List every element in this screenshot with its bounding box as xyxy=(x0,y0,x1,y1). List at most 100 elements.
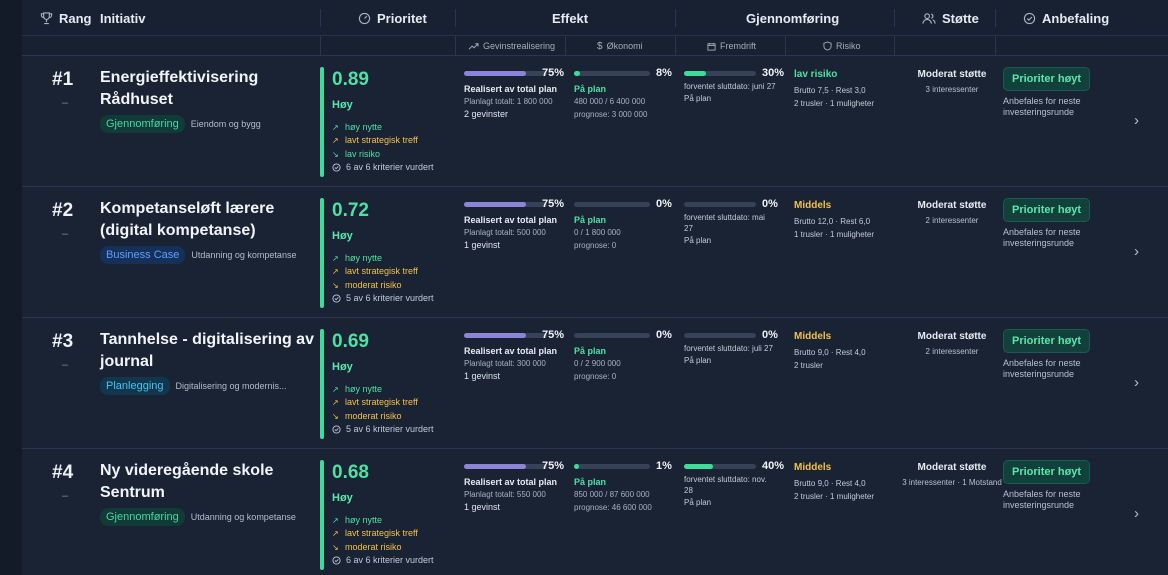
okonomi-progress-fill xyxy=(574,464,579,469)
okonomi-percent: 8% xyxy=(656,67,672,79)
category-label: Utdanning og kompetanse xyxy=(191,250,297,260)
users-icon xyxy=(922,12,936,25)
chevron-right-icon[interactable]: › xyxy=(1134,505,1139,522)
column-rang[interactable]: Rang xyxy=(40,0,92,36)
priority-indicator-bar xyxy=(320,329,324,439)
phase-badge: Business Case xyxy=(100,246,186,264)
reason-text: moderat risiko xyxy=(345,541,402,552)
initiative-tags: Gjennomføring Utdanning og kompetanse xyxy=(100,508,296,526)
gevinst-percent: 75% xyxy=(542,198,565,210)
check-circle-icon xyxy=(332,425,341,434)
support-level: Moderat støtte xyxy=(917,331,987,342)
okonomi-prognose: prognose: 46 600 000 xyxy=(574,503,652,512)
fremdrift-progress-bar xyxy=(684,333,756,338)
reason-item: ↗ høy nytte xyxy=(332,383,434,396)
prioritize-high-button[interactable]: Prioriter høyt xyxy=(1003,329,1091,353)
subcolumn-risiko-label: Risiko xyxy=(836,41,861,51)
subcolumn-okonomi-label: Økonomi xyxy=(606,41,643,51)
okonomi-cell: 8% På plan 480 000 / 6 400 000 prognose:… xyxy=(574,67,674,121)
recommendation-cell: Prioriter høyt Anbefales for neste inves… xyxy=(1003,67,1113,118)
support-level: Moderat støtte xyxy=(917,200,987,211)
criteria-text: 6 av 6 kriterier vurdert xyxy=(346,162,434,173)
trend-up-arrow-icon: ↗ xyxy=(332,267,339,277)
column-gjennomforing[interactable]: Gjennomføring xyxy=(746,0,839,36)
table-row[interactable]: #2 – Kompetanseløft lærere (digital komp… xyxy=(22,188,1168,318)
column-stotte[interactable]: Støtte xyxy=(922,0,979,36)
reason-item: ↗ høy nytte xyxy=(332,121,434,134)
okonomi-cell: 0% På plan 0 / 2 900 000 prognose: 0 xyxy=(574,329,674,383)
prioritize-high-button[interactable]: Prioriter høyt xyxy=(1003,67,1091,91)
table-row[interactable]: #4 – Ny videregående skole Sentrum Gjenn… xyxy=(22,450,1168,575)
recommendation-cell: Prioriter høyt Anbefales for neste inves… xyxy=(1003,329,1113,380)
chevron-right-icon[interactable]: › xyxy=(1134,374,1139,391)
column-anbefaling-label: Anbefaling xyxy=(1042,10,1110,26)
gevinst-cell: 75% Realisert av total plan Planlagt tot… xyxy=(464,67,564,121)
risk-level: Middels xyxy=(794,200,832,211)
subcolumn-gevinstrealisering[interactable]: Gevinstrealisering xyxy=(468,36,555,56)
recommendation-note: Anbefales for neste investeringsrunde xyxy=(1003,227,1081,248)
prioritize-high-button[interactable]: Prioriter høyt xyxy=(1003,198,1091,222)
column-effekt[interactable]: Effekt xyxy=(552,0,588,36)
support-cell: Moderat støtte 2 interessenter xyxy=(892,200,1012,226)
reason-text: moderat risiko xyxy=(345,410,402,421)
initiative-tags: Planlegging Digitalisering og modernis..… xyxy=(100,377,287,395)
column-gjennomforing-label: Gjennomføring xyxy=(746,10,840,26)
subcolumn-risiko[interactable]: Risiko xyxy=(823,36,861,56)
table-row[interactable]: #3 – Tannhelse - digitalisering av journ… xyxy=(22,319,1168,449)
priority-score: 0.72 xyxy=(332,200,369,221)
support-cell: Moderat støtte 3 interessenter · 1 Motst… xyxy=(892,462,1012,488)
subcolumn-okonomi[interactable]: $ Økonomi xyxy=(597,36,643,56)
fremdrift-progress-bar xyxy=(684,464,756,469)
initiative-title[interactable]: Ny videregående skole Sentrum xyxy=(100,462,274,501)
priority-reasons: ↗ høy nytte ↗ lavt strategisk treff ↘ moder… xyxy=(332,383,434,437)
priority-indicator-bar xyxy=(320,460,324,570)
header-divider xyxy=(995,9,996,27)
trend-up-arrow-icon: ↗ xyxy=(332,254,339,263)
okonomi-progress-fill xyxy=(574,71,581,76)
priority-level: Høy xyxy=(332,230,353,242)
initiative-title[interactable]: Tannhelse - digitalisering av journal xyxy=(100,331,314,370)
column-anbefaling[interactable]: Anbefaling xyxy=(1023,0,1109,36)
table-row[interactable]: #1 – Energieffektivisering Rådhuset Gjen… xyxy=(22,57,1168,187)
table-subheader: Gevinstrealisering $ Økonomi Fremdrift R… xyxy=(22,36,1168,56)
initiative-title[interactable]: Kompetanseløft lærere (digital kompetans… xyxy=(100,200,275,239)
support-detail: 2 interessenter xyxy=(925,216,979,225)
subcolumn-fremdrift[interactable]: Fremdrift xyxy=(707,36,756,56)
priority-reasons: ↗ høy nytte ↗ lavt strategisk treff ↘ moder… xyxy=(332,514,434,568)
chevron-right-icon[interactable]: › xyxy=(1134,112,1139,129)
chevron-right-icon[interactable]: › xyxy=(1134,243,1139,260)
rank-change: – xyxy=(62,359,69,371)
okonomi-prognose: prognose: 0 xyxy=(574,241,617,250)
subheader-divider xyxy=(320,36,321,56)
reason-item: ↗ lavt strategisk treff xyxy=(332,527,434,540)
prioritize-high-button[interactable]: Prioriter høyt xyxy=(1003,460,1091,484)
check-circle-icon xyxy=(332,163,341,172)
shield-icon xyxy=(823,41,832,51)
okonomi-progress-bar xyxy=(574,71,650,76)
okonomi-progress-bar xyxy=(574,464,650,469)
criteria-text: 5 av 6 kriterier vurdert xyxy=(346,293,434,304)
risk-level: lav risiko xyxy=(794,69,838,80)
initiative-title[interactable]: Energieffektivisering Rådhuset xyxy=(100,69,259,108)
reason-text: høy nytte xyxy=(345,515,383,525)
column-prioritet[interactable]: Prioritet xyxy=(358,0,427,36)
header-divider xyxy=(675,9,676,27)
reason-item: ↗ lavt strategisk treff xyxy=(332,134,434,147)
recommendation-cell: Prioriter høyt Anbefales for neste inves… xyxy=(1003,198,1113,249)
gevinst-label: Realisert av total plan xyxy=(464,346,558,356)
priority-indicator-bar xyxy=(320,198,324,308)
risk-level: Middels xyxy=(794,462,832,473)
criteria-text: 5 av 6 kriterier vurdert xyxy=(346,424,434,435)
fremdrift-status: På plan xyxy=(684,498,712,507)
column-initiativ[interactable]: Initiativ xyxy=(100,0,146,36)
risk-detail: Brutto 7,5 · Rest 3,0 xyxy=(794,86,866,95)
fremdrift-percent: 0% xyxy=(762,329,778,341)
header-divider xyxy=(320,9,321,27)
header-divider xyxy=(455,9,456,27)
reason-text: høy nytte xyxy=(345,384,383,394)
reason-text: lavt strategisk treff xyxy=(345,135,418,146)
rank-change: – xyxy=(62,228,69,240)
rank-change: – xyxy=(62,490,69,502)
okonomi-used: 850 000 / 87 600 000 xyxy=(574,490,650,499)
gevinst-progress-fill xyxy=(464,464,527,469)
